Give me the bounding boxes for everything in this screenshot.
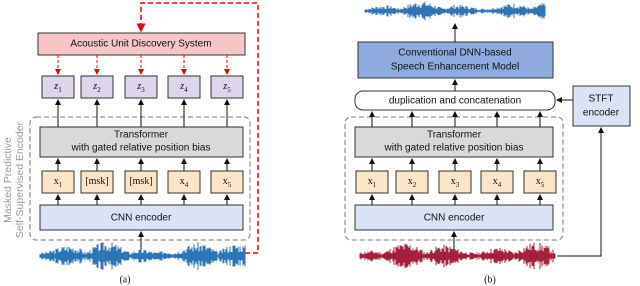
- token-base: z: [92, 81, 97, 92]
- cnn-label: CNN encoder: [111, 213, 172, 224]
- transformer-subtitle: with gated relative position bias: [71, 143, 211, 154]
- stft-label: encoder: [583, 108, 620, 119]
- token-box: [80, 75, 114, 99]
- waveform: [39, 242, 246, 270]
- token-label: x2: [408, 176, 417, 188]
- token-label: z2: [92, 81, 101, 93]
- token-sub: 4: [184, 86, 188, 94]
- token-base: x: [451, 176, 456, 187]
- cnn-label: CNN encoder: [424, 213, 485, 224]
- enhancement-label: Speech Enhancement Model: [391, 62, 519, 73]
- token-base: x: [368, 176, 373, 187]
- token-sub: 3: [456, 181, 460, 189]
- token-sub: 1: [373, 181, 377, 189]
- transformer-title: Transformer: [114, 130, 169, 141]
- token-base: [msk]: [129, 176, 152, 187]
- arrow: [557, 127, 604, 257]
- enhancement-box: [357, 41, 554, 79]
- token-label: x1: [54, 176, 63, 188]
- token-box: [124, 75, 158, 99]
- token-label: z4: [179, 81, 188, 93]
- waveform: [364, 1, 546, 21]
- token-sub: 2: [97, 86, 101, 94]
- token-label: x3: [451, 176, 460, 188]
- token-label: x4: [180, 176, 189, 188]
- stft-label: STFT: [589, 94, 614, 105]
- encoder-label: Self-Supervised Encoder: [14, 121, 26, 238]
- concat-label: duplication and concatenation: [389, 96, 521, 107]
- token-sub: 2: [413, 181, 417, 189]
- transformer-title: Transformer: [427, 130, 482, 141]
- token-base: x: [180, 176, 185, 187]
- token-label: z3: [136, 81, 145, 93]
- stft-box: [572, 85, 631, 127]
- token-label: x4: [493, 176, 502, 188]
- token-base: x: [408, 176, 413, 187]
- cnn-box: [354, 204, 554, 231]
- token-sub: 3: [141, 86, 145, 94]
- token-label: x5: [536, 176, 545, 188]
- encoder-label: Masked Predictive: [2, 137, 14, 223]
- token-sub: 5: [541, 181, 545, 189]
- token-label: [msk]: [85, 176, 108, 187]
- waveform: [359, 242, 556, 270]
- token-base: z: [136, 81, 141, 92]
- token-base: x: [223, 176, 228, 187]
- token-label: z5: [222, 81, 231, 93]
- token-base: z: [222, 81, 227, 92]
- token-label: x5: [223, 176, 232, 188]
- token-sub: 4: [185, 181, 189, 189]
- token-box: [167, 75, 201, 99]
- token-sub: 1: [59, 181, 63, 189]
- token-label: [msk]: [129, 176, 152, 187]
- token-base: z: [179, 81, 184, 92]
- feedback-arrow: [136, 2, 259, 254]
- token-sub: 1: [58, 86, 62, 94]
- token-label: x1: [368, 176, 377, 188]
- token-box: [41, 75, 75, 99]
- discovery-label: Acoustic Unit Discovery System: [70, 39, 211, 50]
- token-base: [msk]: [85, 176, 108, 187]
- token-base: z: [53, 81, 58, 92]
- token-sub: 4: [498, 181, 502, 189]
- token-sub: 5: [227, 86, 231, 94]
- transformer-box: [39, 126, 244, 158]
- encoder-frame: [29, 116, 251, 241]
- token-sub: 5: [228, 181, 232, 189]
- transformer-box: [354, 126, 554, 158]
- token-base: x: [54, 176, 59, 187]
- token-label: z1: [53, 81, 62, 93]
- caption: (a): [119, 274, 130, 285]
- token-base: x: [493, 176, 498, 187]
- enhancement-label: Conventional DNN-based: [398, 48, 511, 59]
- token-base: x: [536, 176, 541, 187]
- token-box: [210, 75, 244, 99]
- transformer-subtitle: with gated relative position bias: [384, 143, 524, 154]
- caption: (b): [484, 274, 496, 285]
